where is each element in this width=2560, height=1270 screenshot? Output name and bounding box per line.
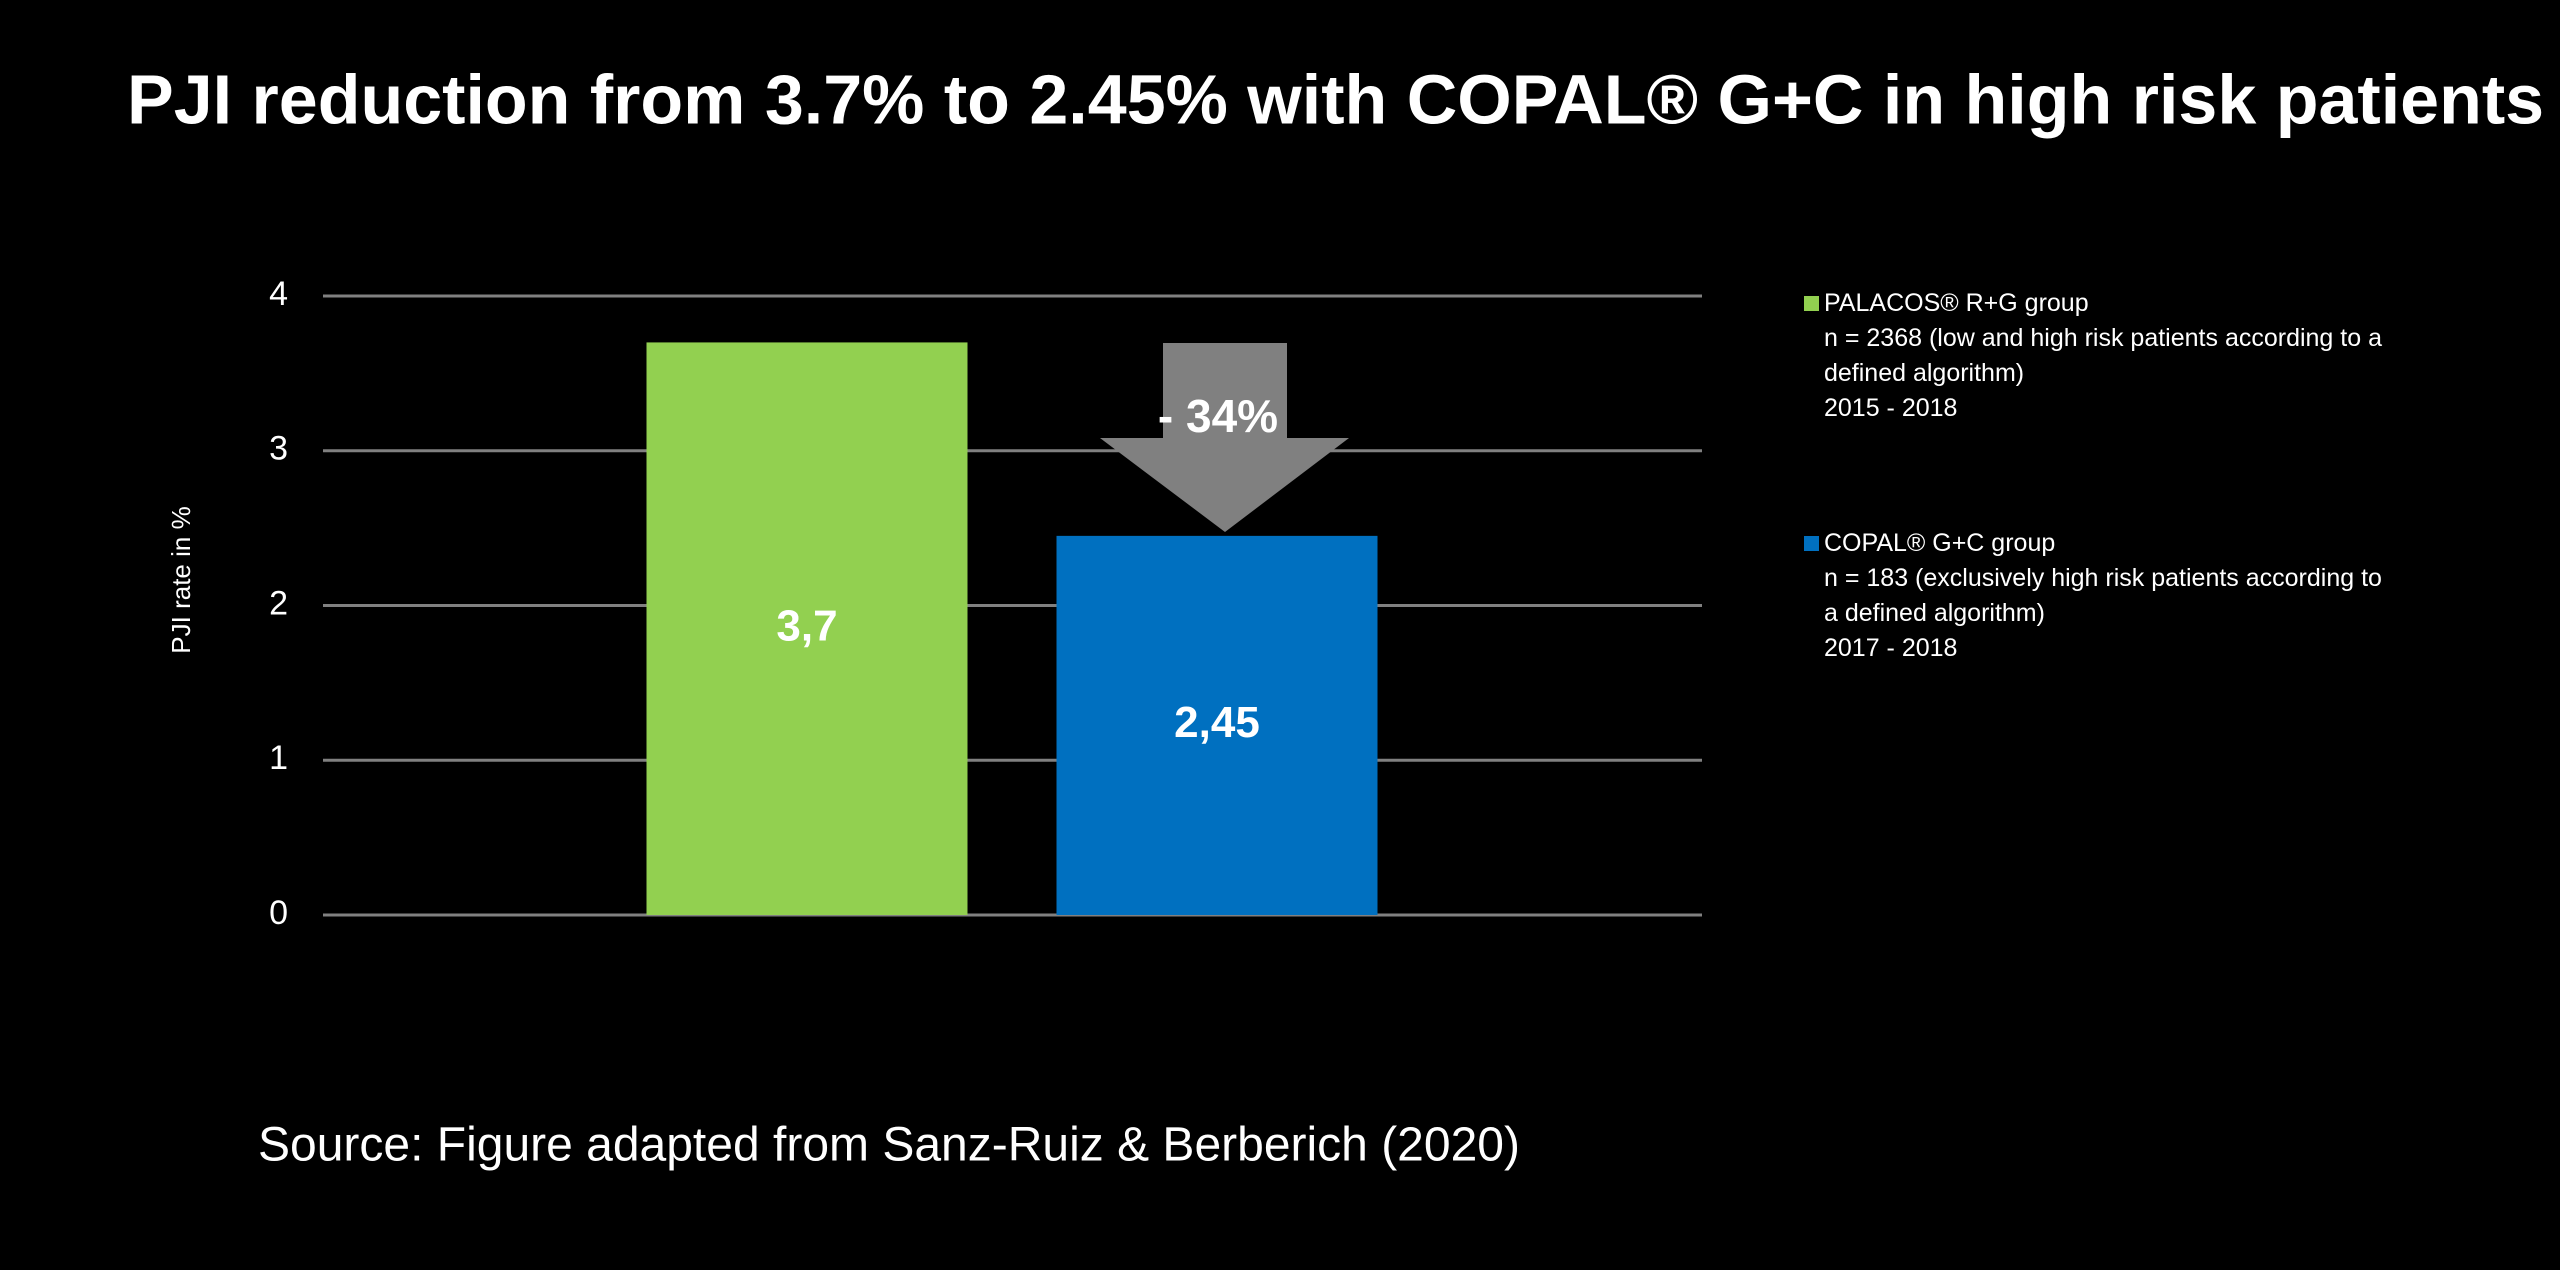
y-tick-label: 2: [269, 584, 288, 622]
y-tick-label: 4: [269, 275, 288, 313]
legend-description: n = 183 (exclusively high risk patients …: [1824, 564, 2382, 627]
chart-title: PJI reduction from 3.7% to 2.45% with CO…: [127, 60, 2544, 138]
legend-entry: COPAL® G+C group n = 183 (exclusively hig…: [1800, 526, 2400, 666]
y-axis-label: PJI rate in %: [166, 506, 196, 653]
bar: [1056, 535, 1378, 915]
annotation: - 34%: [1158, 390, 1278, 442]
legend-label: PALACOS® R+G group: [1800, 286, 2400, 321]
bar: [646, 342, 968, 915]
legend-description: 2017 - 2018: [1824, 634, 1958, 662]
y-tick-label: 0: [269, 894, 288, 932]
value-label: 2,45: [1174, 698, 1260, 747]
source-note: Source: Figure adapted from Sanz-Ruiz & …: [258, 1119, 1520, 1172]
legend-description: n = 2368 (low and high risk patients acc…: [1824, 324, 2382, 387]
legend-description: 2015 - 2018: [1824, 394, 1958, 422]
legend-entry: PALACOS® R+G group n = 2368 (low and high…: [1800, 286, 2400, 426]
value-label: 3,7: [776, 601, 837, 650]
legend-swatch: [1804, 536, 1819, 551]
reduction-arrow: [1100, 343, 1349, 532]
y-tick-label: 3: [269, 430, 288, 468]
legend-swatch: [1804, 296, 1819, 311]
legend-label: COPAL® G+C group: [1800, 526, 2400, 561]
y-tick-label: 1: [269, 739, 288, 777]
